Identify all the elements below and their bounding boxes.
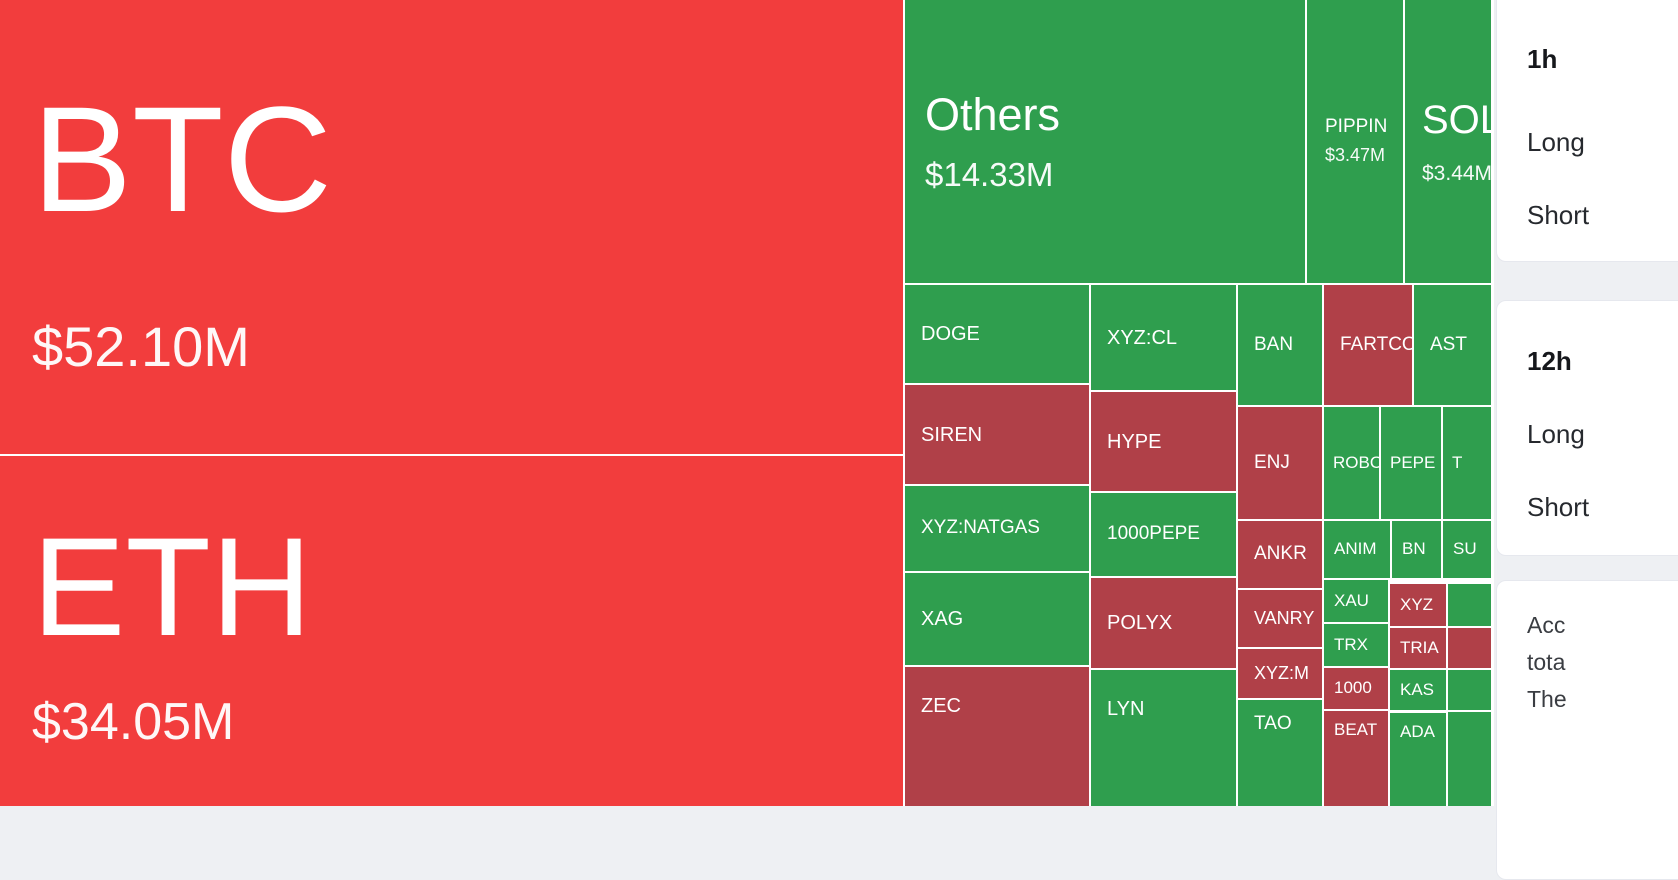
tile-symbol: Others bbox=[925, 88, 1061, 140]
treemap-tile-xag[interactable]: XAG bbox=[905, 573, 1089, 665]
tile-symbol: ROBO bbox=[1333, 452, 1379, 472]
treemap-tile-lyn[interactable]: LYN bbox=[1091, 670, 1236, 806]
note-line: Acc bbox=[1527, 612, 1566, 638]
tile-symbol: TRX bbox=[1334, 634, 1368, 654]
tile-symbol: ENJ bbox=[1254, 451, 1290, 473]
tile-symbol: VANRY bbox=[1254, 607, 1315, 628]
treemap-tile-anim[interactable]: ANIM bbox=[1324, 521, 1390, 578]
treemap-tile-siren[interactable]: SIREN bbox=[905, 385, 1089, 484]
description-card: Acc tota The bbox=[1496, 580, 1678, 880]
note-line: The bbox=[1527, 686, 1567, 712]
stats-card-12h: 12h Long Short bbox=[1496, 300, 1678, 556]
tile-symbol: TAO bbox=[1254, 713, 1292, 734]
tile-symbol: 1000 bbox=[1334, 678, 1372, 698]
tile-value: $34.05M bbox=[32, 693, 235, 752]
tile-symbol: XYZ:CL bbox=[1107, 326, 1178, 349]
tile-symbol: TRIA bbox=[1400, 637, 1439, 657]
treemap-tile-trx[interactable]: TRX bbox=[1324, 624, 1388, 666]
tile-value: $52.10M bbox=[32, 314, 250, 378]
note-line: tota bbox=[1527, 649, 1566, 675]
treemap-tile-ada[interactable]: ADA bbox=[1390, 713, 1446, 806]
tile-symbol: SU bbox=[1453, 539, 1477, 559]
treemap-tile-bn[interactable]: BN bbox=[1392, 521, 1441, 578]
tile-symbol: XYZ:NATGAS bbox=[921, 517, 1040, 539]
treemap-tile-xyz-cl[interactable]: XYZ:CL bbox=[1091, 285, 1236, 390]
tile-symbol: ADA bbox=[1400, 722, 1435, 741]
treemap-tile-btc[interactable]: BTC $52.10M bbox=[0, 0, 903, 454]
tile-symbol: XAG bbox=[921, 608, 964, 630]
tile-value: $3.47M bbox=[1325, 145, 1386, 166]
tile-symbol: AST bbox=[1430, 333, 1467, 355]
treemap-tile-ast[interactable]: AST bbox=[1414, 285, 1491, 405]
tile-symbol: KAS bbox=[1400, 679, 1435, 699]
treemap-tile-others[interactable]: Others $14.33M bbox=[905, 0, 1305, 283]
treemap-tile-xyz[interactable]: XYZ bbox=[1390, 584, 1446, 626]
treemap-tile-robo[interactable]: ROBO bbox=[1324, 407, 1379, 519]
tile-symbol: BTC bbox=[32, 74, 332, 243]
tile-symbol: ETH bbox=[32, 508, 312, 666]
tile-value: $14.33M bbox=[925, 156, 1054, 194]
treemap-tile-ankr[interactable]: ANKR bbox=[1238, 521, 1322, 588]
tile-symbol: ANKR bbox=[1254, 543, 1307, 565]
long-stat-label: Long bbox=[1527, 419, 1585, 450]
tile-symbol: ZEC bbox=[921, 695, 961, 717]
treemap-tile-hype[interactable]: HYPE bbox=[1091, 392, 1236, 491]
tile-symbol: SOL bbox=[1422, 97, 1491, 142]
treemap-tile-xyz-natgas[interactable]: XYZ:NATGAS bbox=[905, 486, 1089, 571]
treemap-tile-1000[interactable]: 1000 bbox=[1324, 668, 1388, 709]
short-stat-label: Short bbox=[1527, 492, 1590, 523]
treemap-tile-eth[interactable]: ETH $34.05M bbox=[0, 456, 903, 806]
tile-symbol: SIREN bbox=[921, 423, 983, 446]
treemap-tile-polyx[interactable]: POLYX bbox=[1091, 578, 1236, 668]
tile-symbol: XYZ bbox=[1400, 594, 1434, 614]
treemap-tile-1000pepe[interactable]: 1000PEPE bbox=[1091, 493, 1236, 576]
treemap-tile-xau[interactable]: XAU bbox=[1324, 580, 1388, 622]
tile-symbol: LYN bbox=[1107, 698, 1145, 720]
treemap-tile-ban[interactable]: BAN bbox=[1238, 285, 1322, 405]
treemap-tile-unlabeled[interactable] bbox=[1448, 712, 1491, 806]
tile-value: $3.44M bbox=[1422, 161, 1491, 185]
tile-symbol: BN bbox=[1402, 539, 1426, 559]
timeframe-1h-heading: 1h bbox=[1527, 44, 1558, 74]
tile-symbol: BEAT bbox=[1334, 720, 1378, 739]
treemap-tile-unlabeled[interactable] bbox=[1448, 584, 1491, 626]
treemap-tile-vanry[interactable]: VANRY bbox=[1238, 590, 1322, 647]
stats-card-1h: 1h Long Short bbox=[1496, 0, 1678, 262]
treemap-tile-tria[interactable]: TRIA bbox=[1390, 628, 1446, 668]
treemap-tile-xyz-m[interactable]: XYZ:M bbox=[1238, 649, 1322, 698]
short-stat-label: Short bbox=[1527, 200, 1590, 231]
tile-symbol: POLYX bbox=[1107, 612, 1173, 634]
treemap-tile-enj[interactable]: ENJ bbox=[1238, 407, 1322, 519]
treemap-tile-t[interactable]: T bbox=[1443, 407, 1491, 519]
treemap-tile-pepe[interactable]: PEPE bbox=[1381, 407, 1441, 519]
treemap-tile-su[interactable]: SU bbox=[1443, 521, 1491, 578]
tile-symbol: XAU bbox=[1334, 590, 1369, 610]
tile-symbol: T bbox=[1452, 452, 1463, 472]
treemap-tile-unlabeled[interactable] bbox=[1448, 670, 1491, 710]
treemap-tile-pippin[interactable]: PIPPIN $3.47M bbox=[1307, 0, 1403, 283]
tile-symbol: BAN bbox=[1254, 333, 1294, 355]
tile-symbol: PEPE bbox=[1390, 452, 1436, 472]
treemap-tile-beat[interactable]: BEAT bbox=[1324, 711, 1388, 806]
treemap-tile-doge[interactable]: DOGE bbox=[905, 285, 1089, 383]
tile-symbol: XYZ:M bbox=[1254, 662, 1310, 683]
tile-symbol: FARTCOIN bbox=[1340, 333, 1412, 355]
tile-symbol: HYPE bbox=[1107, 430, 1162, 453]
treemap-tile-sol[interactable]: SOL $3.44M bbox=[1405, 0, 1491, 283]
treemap-tile-kas[interactable]: KAS bbox=[1390, 670, 1446, 710]
treemap-tile-tao[interactable]: TAO bbox=[1238, 700, 1322, 806]
treemap-tile-unlabeled[interactable] bbox=[1448, 628, 1491, 668]
treemap-tile-zec[interactable]: ZEC bbox=[905, 667, 1089, 806]
tile-symbol: DOGE bbox=[921, 323, 980, 345]
treemap-tile-fartcoin[interactable]: FARTCOIN bbox=[1324, 285, 1412, 405]
tile-symbol: ANIM bbox=[1334, 539, 1377, 559]
timeframe-12h-heading: 12h bbox=[1527, 346, 1572, 376]
tile-symbol: 1000PEPE bbox=[1107, 523, 1200, 545]
liquidation-treemap: BTC $52.10M ETH $34.05M Others $14.33M PIPPIN $… bbox=[0, 0, 1494, 806]
tile-symbol: PIPPIN bbox=[1325, 116, 1388, 138]
long-stat-label: Long bbox=[1527, 127, 1585, 158]
